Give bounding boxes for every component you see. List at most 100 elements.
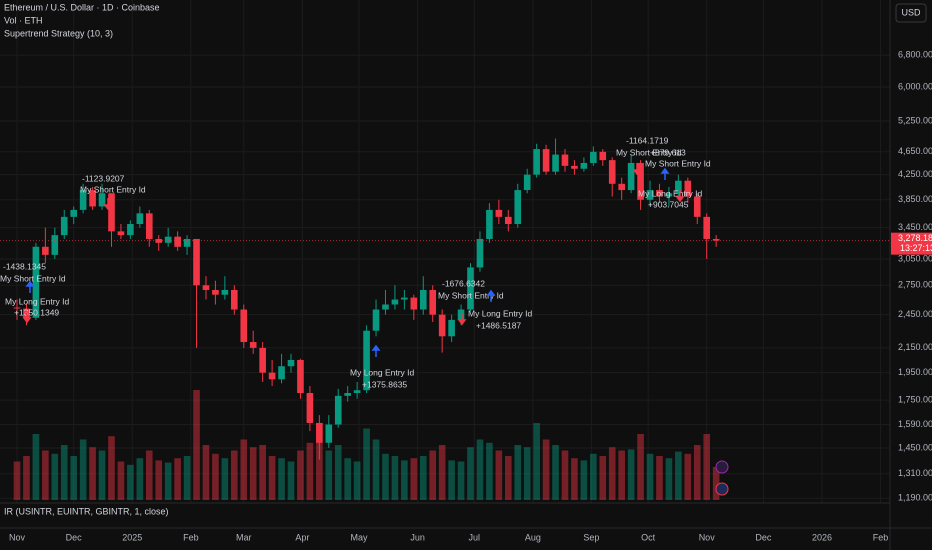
volume-bar [533,423,540,500]
volume-bar [136,458,144,500]
candle-body [202,285,210,290]
y-tick-label: 1,590.00 [898,419,932,429]
x-tick-label: Feb [873,532,889,542]
indicator-label: Vol · ETH [4,15,43,25]
volume-bar [183,456,191,500]
candle-body [495,209,503,217]
candle-body [334,395,342,425]
candle-body [656,190,663,197]
volume-bar [60,445,68,500]
x-tick-label: Jun [410,532,425,542]
y-tick-label: 3,850.00 [898,194,932,204]
candle-body [571,165,578,169]
candle-body [164,236,172,243]
candle-body [325,424,333,443]
volume-bar [344,458,351,500]
candle-body [580,162,588,169]
candle-body [382,304,389,310]
volume-bar [523,447,531,500]
trade-annotation: My Short Entry Id [616,147,682,157]
volume-bar [212,453,219,500]
candle-body [665,193,673,197]
x-tick-label: May [351,532,369,542]
volume-bar [457,461,465,500]
candle-body [401,297,408,300]
volume-bar [287,461,295,500]
candle-body [32,246,40,318]
x-tick-label: Mar [236,532,252,542]
trade-annotation: +903.7045 [648,199,689,209]
candle-body [703,216,711,239]
candle-body [13,307,21,309]
candle-body [221,289,229,295]
candle-body [79,190,87,210]
candle-body [514,190,522,225]
entry-arrow [103,198,113,211]
candle-body [51,235,59,255]
countdown-label: 13:27:13 [900,243,932,253]
candle-body [372,309,380,331]
volume-bar [259,445,266,500]
candle-body [419,289,427,310]
candle-body [486,209,493,239]
volume-bar [127,464,134,500]
indicator-label: Supertrend Strategy (10, 3) [4,28,113,38]
volume-bar [693,445,701,500]
currency-button[interactable]: USD [895,3,927,23]
currency-button-box[interactable] [895,3,927,23]
volume-bar [334,445,342,500]
volume-bar [372,439,380,500]
candle-body [618,183,625,191]
currency-button-label[interactable]: USD [901,7,921,17]
candle-body [98,193,106,207]
volume-bar [438,445,446,500]
price-label: 3,278.18 [898,233,932,243]
trade-annotation: My Long Entry Id [638,188,703,198]
volume-pane [13,390,720,500]
volume-bar [429,450,437,500]
volume-bar [306,442,314,500]
entry-arrow [25,280,35,293]
candle-body [268,372,276,380]
volume-bar [145,450,153,500]
trade-annotation: -1123.9207 [82,173,125,183]
trade-annotation: +1375.8635 [362,379,407,389]
volume-bar [42,450,49,500]
candle-body [240,309,248,343]
entry-arrow [486,289,496,302]
volume-bar [712,467,720,500]
trade-annotation: +879.613 [650,147,686,157]
volume-bar [419,456,427,500]
candle-body [637,162,644,200]
volume-bar [486,442,493,500]
volume-bar [70,456,78,500]
y-tick-label: 1,450.00 [898,442,932,452]
trade-annotation: My Short Entry Id [438,290,504,300]
candle-body [183,238,191,247]
candle-body [476,238,484,268]
volume-bar [590,453,597,500]
y-tick-label: 1,190.00 [898,493,932,503]
candle-body [429,289,437,315]
candle-body [438,314,446,337]
volume-bar [174,458,181,500]
candle-body [155,238,163,243]
candle-body [504,216,512,225]
trade-annotation: +1350.1349 [14,307,59,317]
x-tick-label: Dec [755,532,772,542]
volume-bar [382,453,389,500]
volume-bar [155,460,163,500]
candle-body [145,213,153,239]
volume-bar [646,453,654,500]
candle-body [391,299,399,305]
y-tick-label: 4,650.00 [898,146,932,156]
x-tick-label: 2026 [812,532,832,542]
candle-body [259,347,266,373]
volume-bar [476,439,484,500]
volume-bar [391,456,399,500]
candle-body [127,224,134,236]
volume-bar [504,456,512,500]
candle-body [231,289,238,310]
y-tick-label: 1,750.00 [898,395,932,405]
candle-body [278,366,285,380]
